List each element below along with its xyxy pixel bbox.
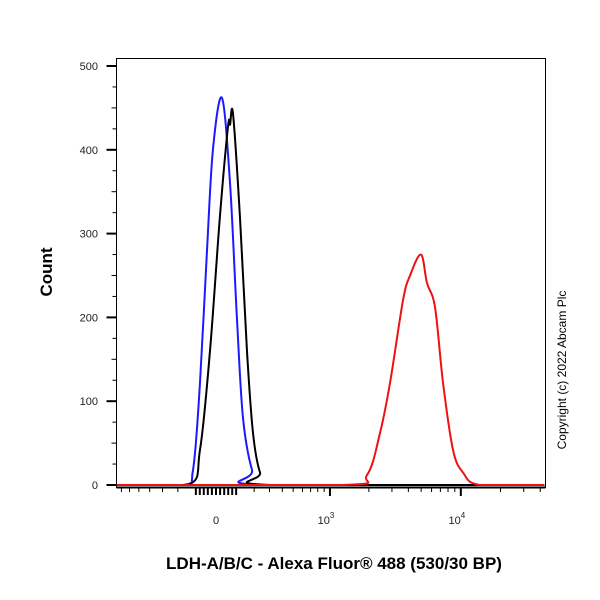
- x-axis-title: LDH-A/B/C - Alexa Fluor® 488 (530/30 BP): [166, 554, 502, 573]
- plot-frame: [116, 58, 546, 488]
- series-line-1: [116, 96, 545, 487]
- y-tick-label: 500: [80, 61, 98, 73]
- copyright-annotation: Copyright (c) 2022 Abcam Plc: [555, 291, 569, 450]
- y-tick-label: 300: [80, 229, 98, 241]
- y-axis: 0 100 200 300 400 500: [80, 61, 117, 492]
- series-line-2: [116, 107, 545, 487]
- x-tick-label: 103: [318, 511, 335, 527]
- x-tick-label: 104: [448, 511, 465, 527]
- series-line-3: [116, 253, 545, 487]
- series-group: [116, 96, 545, 487]
- y-tick-label: 100: [80, 396, 98, 408]
- y-tick-label: 0: [92, 480, 98, 492]
- y-tick-label: 200: [80, 312, 98, 324]
- y-axis-title: Count: [37, 247, 56, 296]
- y-tick-label: 400: [80, 145, 98, 157]
- x-tick-label: 0: [213, 515, 219, 527]
- x-axis: 0 103 104: [116, 486, 546, 527]
